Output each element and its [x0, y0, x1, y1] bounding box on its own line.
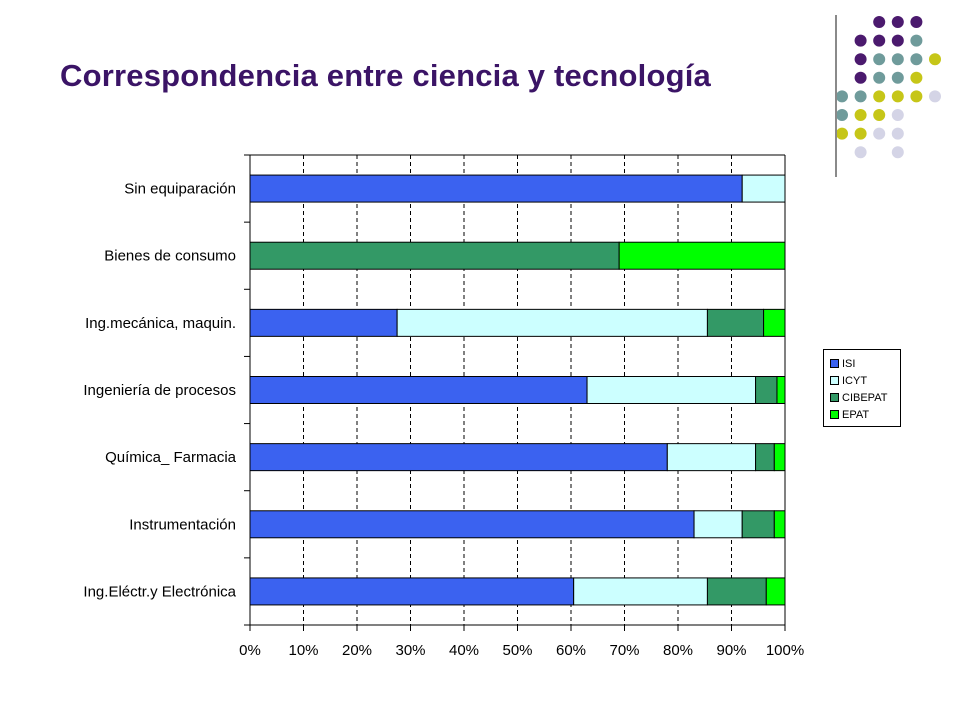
legend-swatch-cibepat — [830, 393, 839, 402]
decorative-dot — [891, 127, 904, 140]
y-category-label: Instrumentación — [129, 516, 236, 533]
bar-segment-epat — [763, 308, 786, 337]
decorative-dot — [836, 109, 848, 121]
bar-segment-icyt — [573, 577, 708, 606]
legend-label-isi: ISI — [842, 357, 856, 370]
bar-segment-epat — [773, 443, 786, 472]
decorative-dot — [854, 53, 867, 66]
legend-item-icyt: ICYT — [830, 372, 900, 389]
decorative-dot — [891, 90, 904, 103]
decorative-dot — [891, 146, 904, 159]
decorative-dot — [854, 90, 867, 103]
bar-segment-isi — [249, 174, 743, 203]
bar-segment-cibepat — [706, 308, 765, 337]
bar-segment-icyt — [666, 443, 757, 472]
decorative-dot — [910, 34, 923, 47]
bar-segment-cibepat — [249, 241, 620, 270]
decorative-dot — [891, 109, 904, 121]
bar-segment-isi — [249, 510, 695, 539]
legend-label-epat: EPAT — [842, 408, 870, 421]
decorative-dot — [891, 34, 904, 47]
y-category-label: Ing.mecánica, maquin. — [85, 315, 236, 332]
x-tick-label: 70% — [609, 642, 639, 659]
x-tick-label: 100% — [766, 642, 804, 659]
decorative-divider — [835, 15, 837, 177]
decorative-dot — [854, 127, 867, 140]
decorative-dot — [910, 53, 923, 66]
bar-segment-epat — [776, 376, 786, 404]
bar-segment-epat — [765, 577, 786, 606]
bar-segment-cibepat — [755, 376, 778, 404]
decorative-dot — [891, 53, 904, 66]
chart-bars — [249, 174, 786, 606]
x-tick-label: 80% — [663, 642, 693, 659]
y-category-label: Sin equiparación — [124, 181, 236, 198]
decorative-dot — [873, 16, 886, 28]
legend-swatch-isi — [830, 359, 839, 368]
chart-axes — [244, 154, 786, 631]
decorative-dot — [873, 71, 886, 84]
bar-segment-icyt — [396, 308, 708, 337]
bar-segment-isi — [249, 308, 398, 337]
decorative-dot — [910, 16, 923, 28]
bar-segment-isi — [249, 577, 575, 606]
x-tick-label: 20% — [342, 642, 372, 659]
decorative-dot — [836, 127, 848, 140]
chart-legend: ISI ICYT CIBEPAT EPAT — [823, 349, 901, 427]
x-tick-label: 0% — [239, 642, 261, 659]
decorative-dot — [929, 53, 941, 66]
legend-swatch-icyt — [830, 376, 839, 385]
decorative-dot — [873, 127, 886, 140]
decorative-dot — [873, 109, 886, 121]
bar-segment-cibepat — [706, 577, 767, 606]
x-tick-label: 30% — [395, 642, 425, 659]
x-tick-label: 10% — [288, 642, 318, 659]
bar-segment-epat — [773, 510, 786, 539]
legend-swatch-epat — [830, 410, 839, 419]
y-category-label: Bienes de consumo — [104, 248, 236, 265]
x-tick-label: 90% — [716, 642, 746, 659]
bar-segment-epat — [618, 241, 786, 270]
decorative-dot — [854, 34, 867, 47]
decorative-dot — [910, 71, 923, 84]
legend-item-cibepat: CIBEPAT — [830, 389, 900, 406]
bar-segment-icyt — [693, 510, 743, 539]
bar-segment-cibepat — [741, 510, 775, 539]
decorative-dot — [929, 90, 941, 103]
slide-title: Correspondencia entre ciencia y tecnolog… — [60, 58, 711, 93]
decorative-dot — [873, 90, 886, 103]
y-category-label: Ing.Eléctr.y Electrónica — [83, 583, 236, 600]
y-category-label: Química_ Farmacia — [105, 449, 237, 466]
chart-labels: 0% 10% 20% 30% 40% 50% 60% 70% 80% 90% 100% Sin equ… — [83, 181, 804, 659]
decorative-dot — [873, 34, 886, 47]
bar-segment-isi — [249, 443, 668, 472]
legend-item-isi: ISI — [830, 355, 900, 372]
decorative-dot — [854, 109, 867, 121]
decorative-dot — [854, 146, 867, 159]
y-category-label: Ingeniería de procesos — [83, 382, 236, 399]
decorative-dot — [836, 90, 848, 103]
x-tick-label: 50% — [502, 642, 532, 659]
bar-segment-isi — [249, 376, 588, 404]
legend-item-epat: EPAT — [830, 406, 900, 423]
bar-segment-icyt — [586, 376, 757, 404]
decorative-dot — [854, 71, 867, 84]
decorative-dot — [873, 53, 886, 66]
legend-label-icyt: ICYT — [842, 374, 868, 387]
decorative-dot-pattern — [836, 16, 941, 159]
bar-segment-cibepat — [755, 443, 775, 472]
decorative-dot — [891, 71, 904, 84]
bar-segment-icyt — [741, 174, 786, 203]
decorative-dot — [891, 16, 904, 28]
decorative-dot — [910, 90, 923, 103]
x-tick-label: 60% — [556, 642, 586, 659]
legend-label-cibepat: CIBEPAT — [842, 391, 888, 404]
x-tick-label: 40% — [449, 642, 479, 659]
